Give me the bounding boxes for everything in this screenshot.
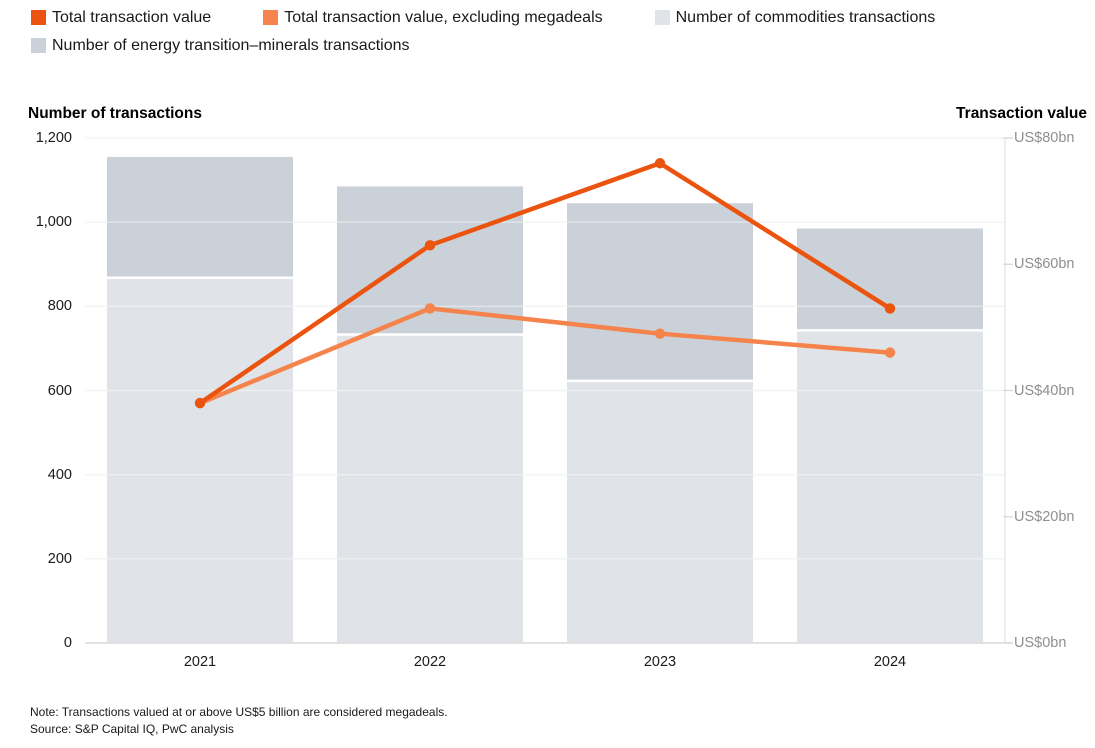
point-2024-total-transaction-value — [884, 303, 896, 314]
bar-2021-energy-transition-minerals — [107, 156, 293, 277]
bar-2024-commodities — [797, 331, 983, 643]
x-axis-label: 2024 — [873, 654, 907, 670]
chart-note: Note: Transactions valued at or above US… — [30, 705, 448, 719]
legend-item-0: Total transaction value — [31, 8, 211, 27]
x-axis-label: 2023 — [643, 654, 677, 670]
legend-swatch-icon — [654, 10, 670, 25]
legend-item-2: Number of commodities transactions — [654, 8, 936, 27]
legend-swatch-icon — [31, 38, 46, 53]
right-axis-tick: US$40bn — [1014, 382, 1075, 399]
left-axis-tick: 400 — [47, 466, 72, 483]
legend-label: Number of commodities transactions — [675, 9, 936, 26]
line-total-transaction-value-excluding-megadeals — [197, 306, 893, 406]
left-axis-tick: 0 — [63, 635, 72, 651]
point-2021-total-transaction-value — [194, 397, 206, 409]
x-axis-label: 2021 — [183, 654, 217, 670]
bar-2021-commodities — [107, 278, 293, 643]
legend-item-3: Number of energy transition–minerals tra… — [31, 36, 410, 55]
right-axis-tick: US$80bn — [1014, 130, 1075, 146]
right-axis-title: Transaction value — [956, 105, 1087, 122]
point-2022-total-transaction-value-excluding-megadeals — [424, 303, 436, 314]
line-total-transaction-value — [197, 161, 893, 406]
x-axis-label: 2022 — [413, 654, 447, 670]
point-2023-total-transaction-value-excluding-megadeals — [654, 328, 666, 339]
legend-item-1: Total transaction value, excluding megad… — [263, 8, 603, 27]
legend-label: Number of energy transition–minerals tra… — [52, 37, 410, 54]
right-axis-tick: US$60bn — [1014, 256, 1075, 273]
point-2023-total-transaction-value — [654, 158, 666, 169]
point-2024-total-transaction-value-excluding-megadeals — [884, 347, 896, 358]
right-axis-tick: US$0bn — [1014, 635, 1067, 651]
bar-2022-commodities — [337, 335, 523, 643]
legend-label: Total transaction value — [52, 9, 212, 26]
bar-2023-commodities — [567, 382, 753, 643]
bar-2024-energy-transition-minerals — [797, 228, 983, 330]
right-axis-tick: US$20bn — [1014, 508, 1075, 525]
left-axis-tick: 200 — [47, 550, 72, 567]
legend: Total transaction value Total transaction… — [31, 8, 1081, 55]
bar-2023-energy-transition-minerals — [567, 203, 753, 380]
point-2022-total-transaction-value — [424, 240, 436, 251]
left-axis-tick: 1,000 — [35, 214, 72, 231]
legend-label: Total transaction value, excluding megad… — [284, 9, 603, 26]
chart-source: Source: S&P Capital IQ, PwC analysis — [30, 722, 234, 736]
left-axis-tick: 600 — [47, 382, 72, 399]
left-axis-tick: 1,200 — [35, 130, 72, 146]
left-axis-title: Number of transactions — [28, 105, 202, 122]
footnotes: Note: Transactions valued at or above US… — [30, 704, 448, 738]
legend-swatch-icon — [263, 10, 279, 25]
left-axis-tick: 800 — [47, 298, 72, 315]
legend-swatch-icon — [31, 10, 46, 25]
